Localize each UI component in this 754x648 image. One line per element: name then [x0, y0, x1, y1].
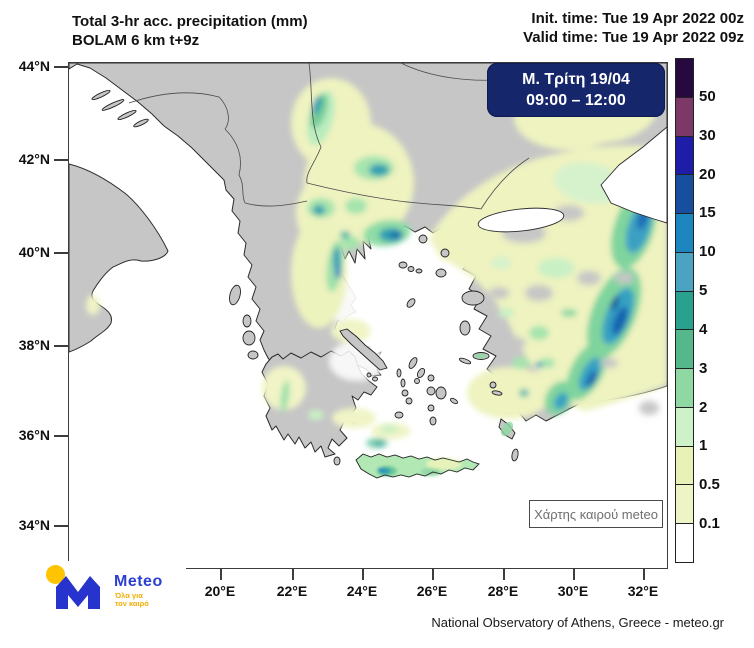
- colorbar-segment: [676, 252, 693, 292]
- image-alt-tooltip: Χάρτης καιρού meteo: [529, 500, 663, 528]
- colorbar-segment: [676, 407, 693, 447]
- lon-tick: [292, 568, 294, 580]
- map-title: Total 3-hr acc. precipitation (mm) BOLAM …: [72, 12, 308, 50]
- colorbar-segment: [676, 59, 693, 98]
- colorbar-label: 10: [699, 243, 716, 261]
- colorbar-label: 3: [699, 359, 708, 377]
- lon-label: 30°E: [557, 583, 589, 599]
- lat-label: 42°N: [18, 151, 50, 167]
- sea-of-marmara: [477, 207, 565, 233]
- lon-tick: [432, 568, 434, 580]
- lon-label: 32°E: [627, 583, 659, 599]
- colorbar-segment: [676, 446, 693, 486]
- colorbar-segment: [676, 214, 693, 253]
- colorbar-segment: [676, 97, 693, 137]
- lat-label: 44°N: [18, 58, 50, 74]
- colorbar-label: 0.1: [699, 515, 720, 533]
- lat-tick: [54, 66, 68, 68]
- lat-tick: [54, 435, 68, 437]
- logo-tagline: Όλα για τον καιρό: [115, 591, 149, 608]
- colorbar-label: 50: [699, 87, 716, 105]
- lon-tick: [643, 568, 645, 580]
- lat-tick: [54, 345, 68, 347]
- colorbar-label: 0.5: [699, 476, 720, 494]
- colorbar-label: 4: [699, 320, 708, 338]
- black-sea: [600, 126, 667, 224]
- colorbar-segment: [676, 330, 693, 370]
- lon-label: 28°E: [487, 583, 519, 599]
- colorbar-label: 30: [699, 126, 716, 144]
- meteo-m-icon: [56, 576, 100, 609]
- lat-label: 38°N: [18, 337, 50, 353]
- lon-label: 24°E: [346, 583, 378, 599]
- lon-tick: [362, 568, 364, 580]
- colorbar-label: 5: [699, 282, 708, 300]
- colorbar-label: 15: [699, 204, 716, 222]
- map-svg: [69, 63, 667, 568]
- tooltip-text: Χάρτης καιρού meteo: [534, 506, 658, 522]
- run-times: Init. time: Tue 19 Apr 2022 00z Valid tim…: [523, 9, 744, 47]
- init-time: Init. time: Tue 19 Apr 2022 00z: [531, 10, 744, 27]
- colorbar-label: 1: [699, 437, 708, 455]
- colorbar-segment: [676, 175, 693, 215]
- colorbar-segments: [675, 58, 694, 563]
- lat-tick: [54, 252, 68, 254]
- lat-tick: [54, 525, 68, 527]
- lon-label: 20°E: [204, 583, 236, 599]
- colorbar-label: 20: [699, 165, 716, 183]
- meteo-logo[interactable]: Meteo Όλα για τον καιρό: [38, 561, 186, 615]
- precipitation-layer: [86, 63, 667, 448]
- crete: [355, 353, 514, 479]
- colorbar-segment: [676, 369, 693, 408]
- lon-label: 22°E: [276, 583, 308, 599]
- sun-icon: [46, 565, 65, 584]
- colorbar-label: 2: [699, 398, 708, 416]
- lon-label: 26°E: [416, 583, 448, 599]
- colorbar-segment: [676, 291, 693, 331]
- colorbar-segment: [676, 524, 693, 562]
- lat-label: 40°N: [18, 244, 50, 260]
- colorbar-segment: [676, 136, 693, 176]
- valid-time: Valid time: Tue 19 Apr 2022 09z: [523, 29, 744, 46]
- badge-hours: 09:00 – 12:00: [526, 92, 626, 109]
- lat-tick: [54, 159, 68, 161]
- lat-label: 36°N: [18, 427, 50, 443]
- lon-tick: [573, 568, 575, 580]
- lat-label: 34°N: [18, 517, 50, 533]
- map-canvas: [68, 62, 668, 569]
- map-title-line1: Total 3-hr acc. precipitation (mm): [72, 13, 308, 30]
- model-label: BOLAM 6 km t+9z: [72, 32, 200, 49]
- colorbar-segment: [676, 485, 693, 525]
- attribution-text: National Observatory of Athens, Greece -…: [431, 615, 724, 630]
- lon-tick: [503, 568, 505, 580]
- badge-date: Μ. Τρίτη 19/04: [522, 71, 630, 88]
- lon-tick: [220, 568, 222, 580]
- inland-seas: [477, 126, 667, 233]
- forecast-period-badge[interactable]: Μ. Τρίτη 19/04 09:00 – 12:00: [487, 63, 665, 117]
- logo-brand-text: Meteo: [114, 573, 163, 590]
